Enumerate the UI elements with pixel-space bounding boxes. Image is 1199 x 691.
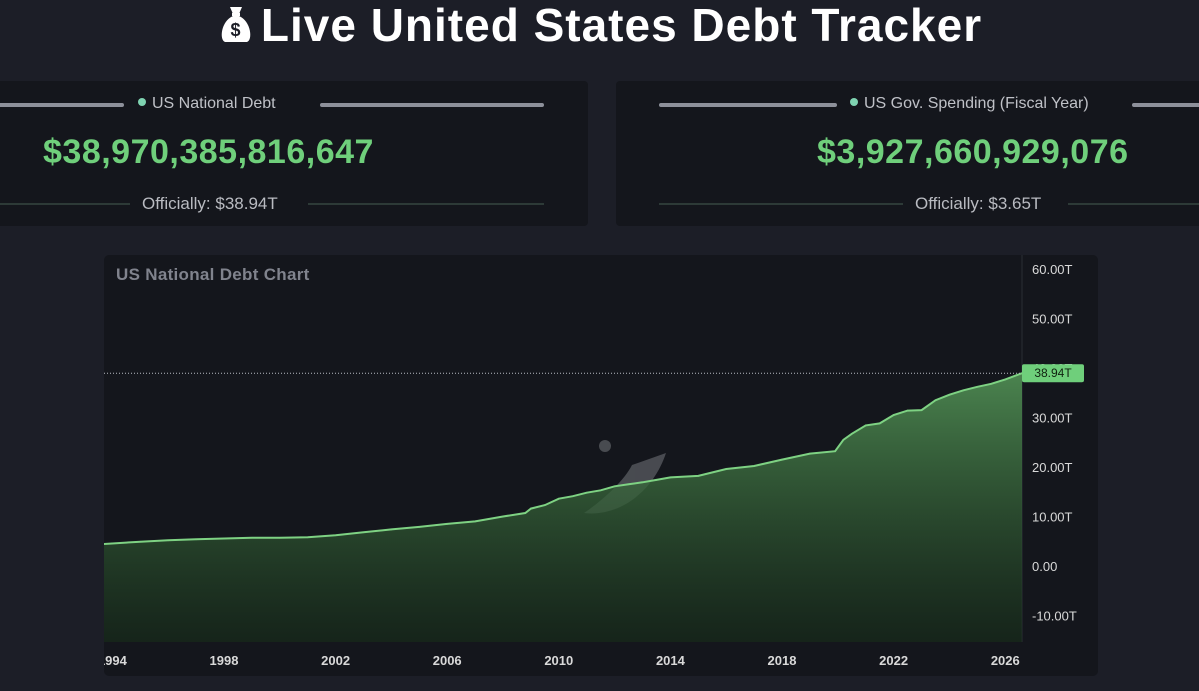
data-point: [613, 485, 616, 488]
data-point: [502, 515, 504, 518]
data-point: [920, 409, 923, 411]
x-tick-label: 2006: [433, 653, 462, 668]
x-tick-label: 1994: [104, 653, 128, 668]
current-value-label: 38.94T: [1034, 366, 1072, 380]
data-point: [842, 439, 845, 441]
data-point: [725, 468, 727, 470]
data-point: [585, 491, 588, 494]
divider: [0, 203, 130, 205]
national-debt-value: $38,970,385,816,647: [43, 133, 374, 171]
data-point: [195, 538, 197, 541]
national-debt-official: Officially: $38.94T: [142, 194, 278, 213]
spending-card: US Gov. Spending (Fiscal Year) $3,927,66…: [616, 81, 1199, 226]
x-tick-label: 2010: [544, 653, 573, 668]
x-tick-label: 1998: [210, 653, 239, 668]
spending-label: US Gov. Spending (Fiscal Year): [850, 95, 1089, 113]
data-point: [851, 433, 853, 435]
page-title: $ Live United States Debt Tracker: [0, 0, 1199, 52]
x-tick-label: 2026: [991, 653, 1020, 668]
data-point: [251, 537, 253, 539]
data-point: [544, 504, 546, 506]
data-point: [104, 543, 105, 545]
data-point: [627, 483, 630, 486]
data-point: [474, 520, 476, 523]
money-bag-icon: $: [221, 7, 251, 42]
x-tick-label: 2002: [321, 653, 350, 668]
data-point: [934, 399, 937, 401]
y-tick-label: 50.00T: [1032, 312, 1073, 327]
data-point: [990, 383, 993, 385]
data-point: [362, 531, 365, 534]
data-point: [892, 414, 895, 416]
data-point: [655, 479, 658, 481]
data-point: [781, 458, 783, 461]
status-dot-icon: [850, 98, 858, 106]
data-point: [524, 512, 527, 514]
data-point: [641, 481, 644, 484]
y-tick-label: -10.00T: [1032, 609, 1077, 624]
data-point: [558, 497, 560, 500]
data-point: [906, 409, 909, 412]
data-point: [223, 537, 225, 540]
x-tick-label: 2018: [768, 653, 797, 668]
data-point: [976, 386, 979, 388]
data-point: [167, 539, 169, 542]
national-debt-card: US National Debt $38,970,385,816,647 Off…: [0, 81, 588, 226]
status-dot-icon: [138, 98, 146, 106]
spending-official: Officially: $3.65T: [915, 194, 1042, 213]
data-point: [418, 526, 421, 528]
y-tick-label: 0.00: [1032, 559, 1057, 574]
page-title-text: Live United States Debt Tracker: [260, 0, 983, 51]
data-point: [572, 495, 574, 497]
debt-chart-canvas[interactable]: 60.00T50.00T40.00T30.00T20.00T10.00T0.00…: [104, 255, 1098, 676]
divider: [320, 103, 544, 107]
data-point: [669, 476, 672, 479]
divider: [0, 103, 124, 107]
data-point: [306, 536, 309, 539]
spending-value: $3,927,660,929,076: [817, 133, 1129, 171]
x-tick-label: 2022: [879, 653, 908, 668]
data-point: [962, 389, 965, 392]
y-tick-label: 30.00T: [1032, 411, 1073, 426]
data-point: [697, 475, 700, 477]
data-point: [1004, 378, 1007, 381]
data-point: [139, 540, 142, 543]
debt-chart[interactable]: 60.00T50.00T40.00T30.00T20.00T10.00T0.00…: [104, 255, 1098, 676]
data-point: [530, 507, 532, 510]
data-point: [334, 534, 337, 537]
data-point: [948, 393, 951, 396]
current-value-tag: 38.94T: [1022, 364, 1084, 383]
svg-text:$: $: [230, 20, 241, 40]
divider: [308, 203, 544, 205]
data-point: [279, 537, 281, 539]
divider: [1068, 203, 1199, 205]
y-tick-label: 10.00T: [1032, 510, 1073, 525]
data-point: [753, 465, 755, 467]
y-tick-label: 60.00T: [1032, 262, 1073, 277]
divider: [659, 203, 903, 205]
data-point: [390, 528, 393, 531]
data-point: [599, 489, 602, 492]
debt-area: [104, 373, 1022, 642]
chart-title: US National Debt Chart: [116, 265, 310, 284]
divider: [659, 103, 837, 107]
x-tick-label: 2014: [656, 653, 686, 668]
data-point: [446, 523, 449, 525]
data-point: [864, 424, 867, 427]
data-point: [878, 422, 881, 425]
national-debt-label: US National Debt: [138, 95, 276, 113]
data-point: [809, 452, 811, 455]
y-tick-label: 20.00T: [1032, 460, 1073, 475]
data-point: [834, 450, 836, 452]
divider: [1132, 103, 1199, 107]
